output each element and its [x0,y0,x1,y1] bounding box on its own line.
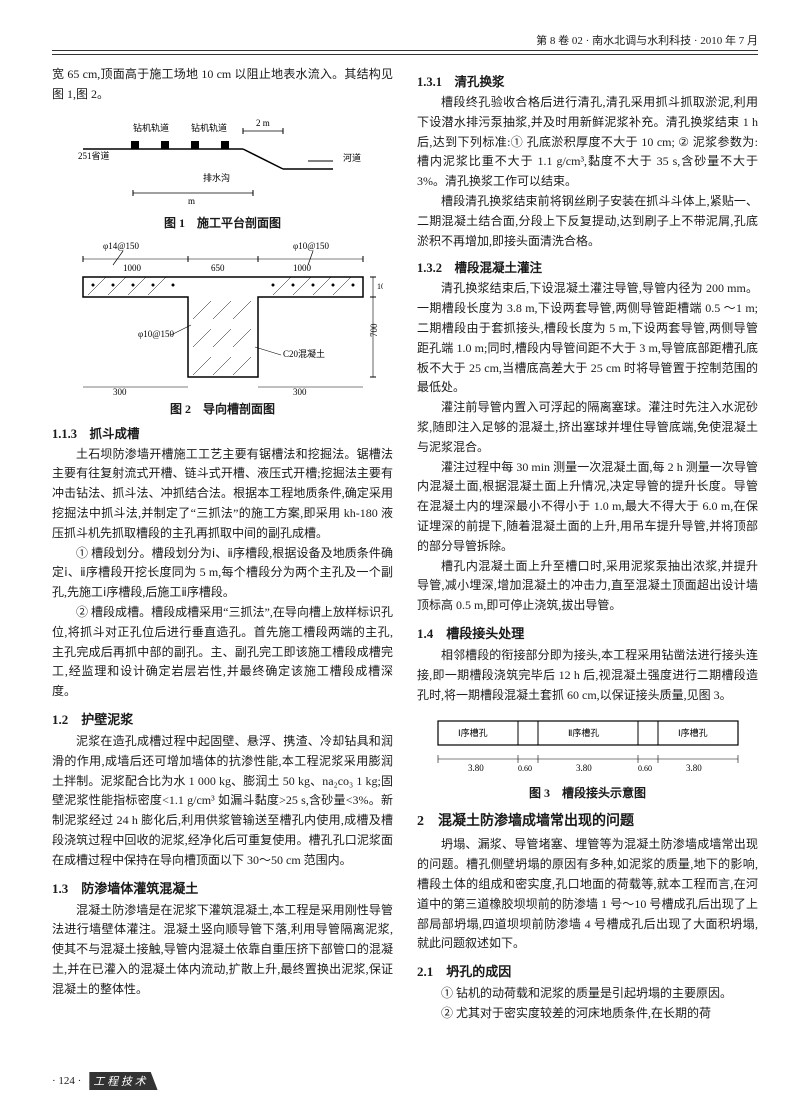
fig1-road-label: 251省道 [78,150,110,161]
section-1-3-1-p2: 槽段清孔换浆结束前将钢丝刷子安装在抓斗斗体上,紧贴一、二期混凝土结合面,分段上下… [417,192,758,251]
figure-2: φ14@150 φ10@150 1000 650 1000 [52,237,393,417]
section-1-3-2-title: 1.3.2 槽段混凝土灌注 [417,257,758,276]
section-1-3-2-p2: 灌注前导管内置入可浮起的隔离塞球。灌注时先注入水泥砂浆,随即注入足够的混凝土,挤… [417,398,758,457]
figure-1: 钻机轨道 钻机轨道 2 m 251省道 [52,111,393,231]
two-column-layout: 宽 65 cm,顶面高于施工场地 10 cm 以阻止地表水流入。其结构见图 1,… [52,65,758,1024]
footer-category-badge: 工 程 技 术 [89,1072,157,1090]
fig1-rail2-label: 钻机轨道 [191,122,227,133]
right-column: 1.3.1 清孔换浆 槽段终孔验收合格后进行清孔,清孔采用抓斗抓取淤泥,利用下设… [417,65,758,1024]
section-1-3-p: 混凝土防渗墙是在泥浆下灌筑混凝土,本工程是采用刚性导管法进行墙壁体灌注。混凝土竖… [52,901,393,1000]
section-1-3-title: 1.3 防渗墙体灌筑混凝土 [52,878,393,897]
section-1-3-1-title: 1.3.1 清孔换浆 [417,71,758,90]
header-rule [52,54,758,55]
fig3-seg1: Ⅰ序槽孔 [458,727,488,738]
fig2-1000a: 1000 [123,263,142,273]
fig2-phi10a: φ10@150 [293,241,329,251]
fig2-300b: 300 [293,387,307,397]
figure-3-caption: 图 3 槽段接头示意图 [417,784,758,801]
fig2-300a: 300 [113,387,127,397]
section-1-4-title: 1.4 槽段接头处理 [417,623,758,642]
fig1-m-label: m [188,196,195,206]
section-1-2-title: 1.2 护壁泥浆 [52,709,393,728]
page-header: 第 8 卷 02 · 南水北调与水利科技 · 2010 年 7 月 [52,32,758,51]
fig1-river-label: 河道 [343,152,361,163]
section-1-1-3-item2: ② 槽段成槽。槽段成槽采用“三抓法”,在导向槽上放样标识孔位,将抓斗对正孔位后进… [52,603,393,702]
section-1-3-2-p3: 灌注过程中每 30 min 测量一次混凝土面,每 2 h 测量一次导管内混凝土面… [417,458,758,557]
figure-2-caption: 图 2 导向槽剖面图 [52,400,393,417]
fig3-d060b: 0.60 [638,764,652,773]
fig3-seg2: Ⅱ序槽孔 [568,727,599,738]
fig2-phi10b: φ10@150 [138,329,174,339]
intro-paragraph: 宽 65 cm,顶面高于施工场地 10 cm 以阻止地表水流入。其结构见图 1,… [52,65,393,105]
fig2-phi14: φ14@150 [103,241,139,251]
fig1-rail1-label: 钻机轨道 [133,122,169,133]
section-2-1-item1: ① 钻机的动荷载和泥浆的质量是引起坍塌的主要原因。 [417,984,758,1004]
left-column: 宽 65 cm,顶面高于施工场地 10 cm 以阻止地表水流入。其结构见图 1,… [52,65,393,1024]
section-2-1-item2: ② 尤其对于密实度较差的河床地质条件,在长期的荷 [417,1004,758,1024]
section-1-1-3-title: 1.1.3 抓斗成槽 [52,423,393,442]
fig2-1000b: 1000 [293,263,312,273]
section-2-p: 坍塌、漏浆、导管堵塞、埋管等为混凝土防渗墙成墙常出现的问题。槽孔侧壁坍塌的原因有… [417,835,758,954]
fig3-d380c: 3.80 [686,763,702,773]
fig2-650: 650 [211,263,225,273]
section-1-3-2-p4: 槽孔内混凝土面上升至槽口时,采用泥浆泵抽出浓浆,并提升导管,减小埋深,增加混凝土… [417,557,758,616]
page-number: · 124 · [52,1075,81,1087]
section-2-title: 2 混凝土防渗墙成墙常出现的问题 [417,810,758,830]
fig2-700: 700 [369,323,379,337]
section-1-3-1-p1: 槽段终孔验收合格后进行清孔,清孔采用抓斗抓取淤泥,利用下设潜水排污泵抽浆,并及时… [417,93,758,192]
section-1-3-2-p1: 清孔换浆结束后,下设混凝土灌注导管,导管内径为 200 mm。一期槽段长度为 3… [417,279,758,398]
section-1-1-3-item1: ① 槽段划分。槽段划分为ⅰ、ⅱ序槽段,根据设备及地质条件确定ⅰ、ⅱ序槽段开挖长度… [52,544,393,603]
fig3-d380b: 3.80 [576,763,592,773]
fig3-d380a: 3.80 [468,763,484,773]
section-1-1-3-p1: 土石坝防渗墙开槽施工工艺主要有锯槽法和挖掘法。锯槽法主要有往复射流式开槽、链斗式… [52,445,393,544]
fig2-100: 100 [377,282,383,291]
fig2-c20: C20混凝土 [283,348,325,359]
fig3-seg3: Ⅰ序槽孔 [678,727,708,738]
fig1-drain-label: 排水沟 [203,172,230,183]
page-footer: · 124 · 工 程 技 术 [52,1072,158,1090]
fig3-d060a: 0.60 [518,764,532,773]
section-2-1-title: 2.1 坍孔的成因 [417,961,758,980]
figure-1-caption: 图 1 施工平台剖面图 [52,214,393,231]
figure-3: Ⅰ序槽孔 Ⅱ序槽孔 Ⅰ序槽孔 3.80 0.60 3.80 0.60 3.80 … [417,711,758,801]
section-1-2-p: 泥浆在造孔成槽过程中起固壁、悬浮、携渣、冷却钻具和润滑的作用,成墙后还可增加墙体… [52,732,393,871]
fig1-2m-label: 2 m [256,118,270,128]
section-1-4-p: 相邻槽段的衔接部分即为接头,本工程采用钻凿法进行接头连接,即一期槽段浇筑完毕后 … [417,646,758,705]
